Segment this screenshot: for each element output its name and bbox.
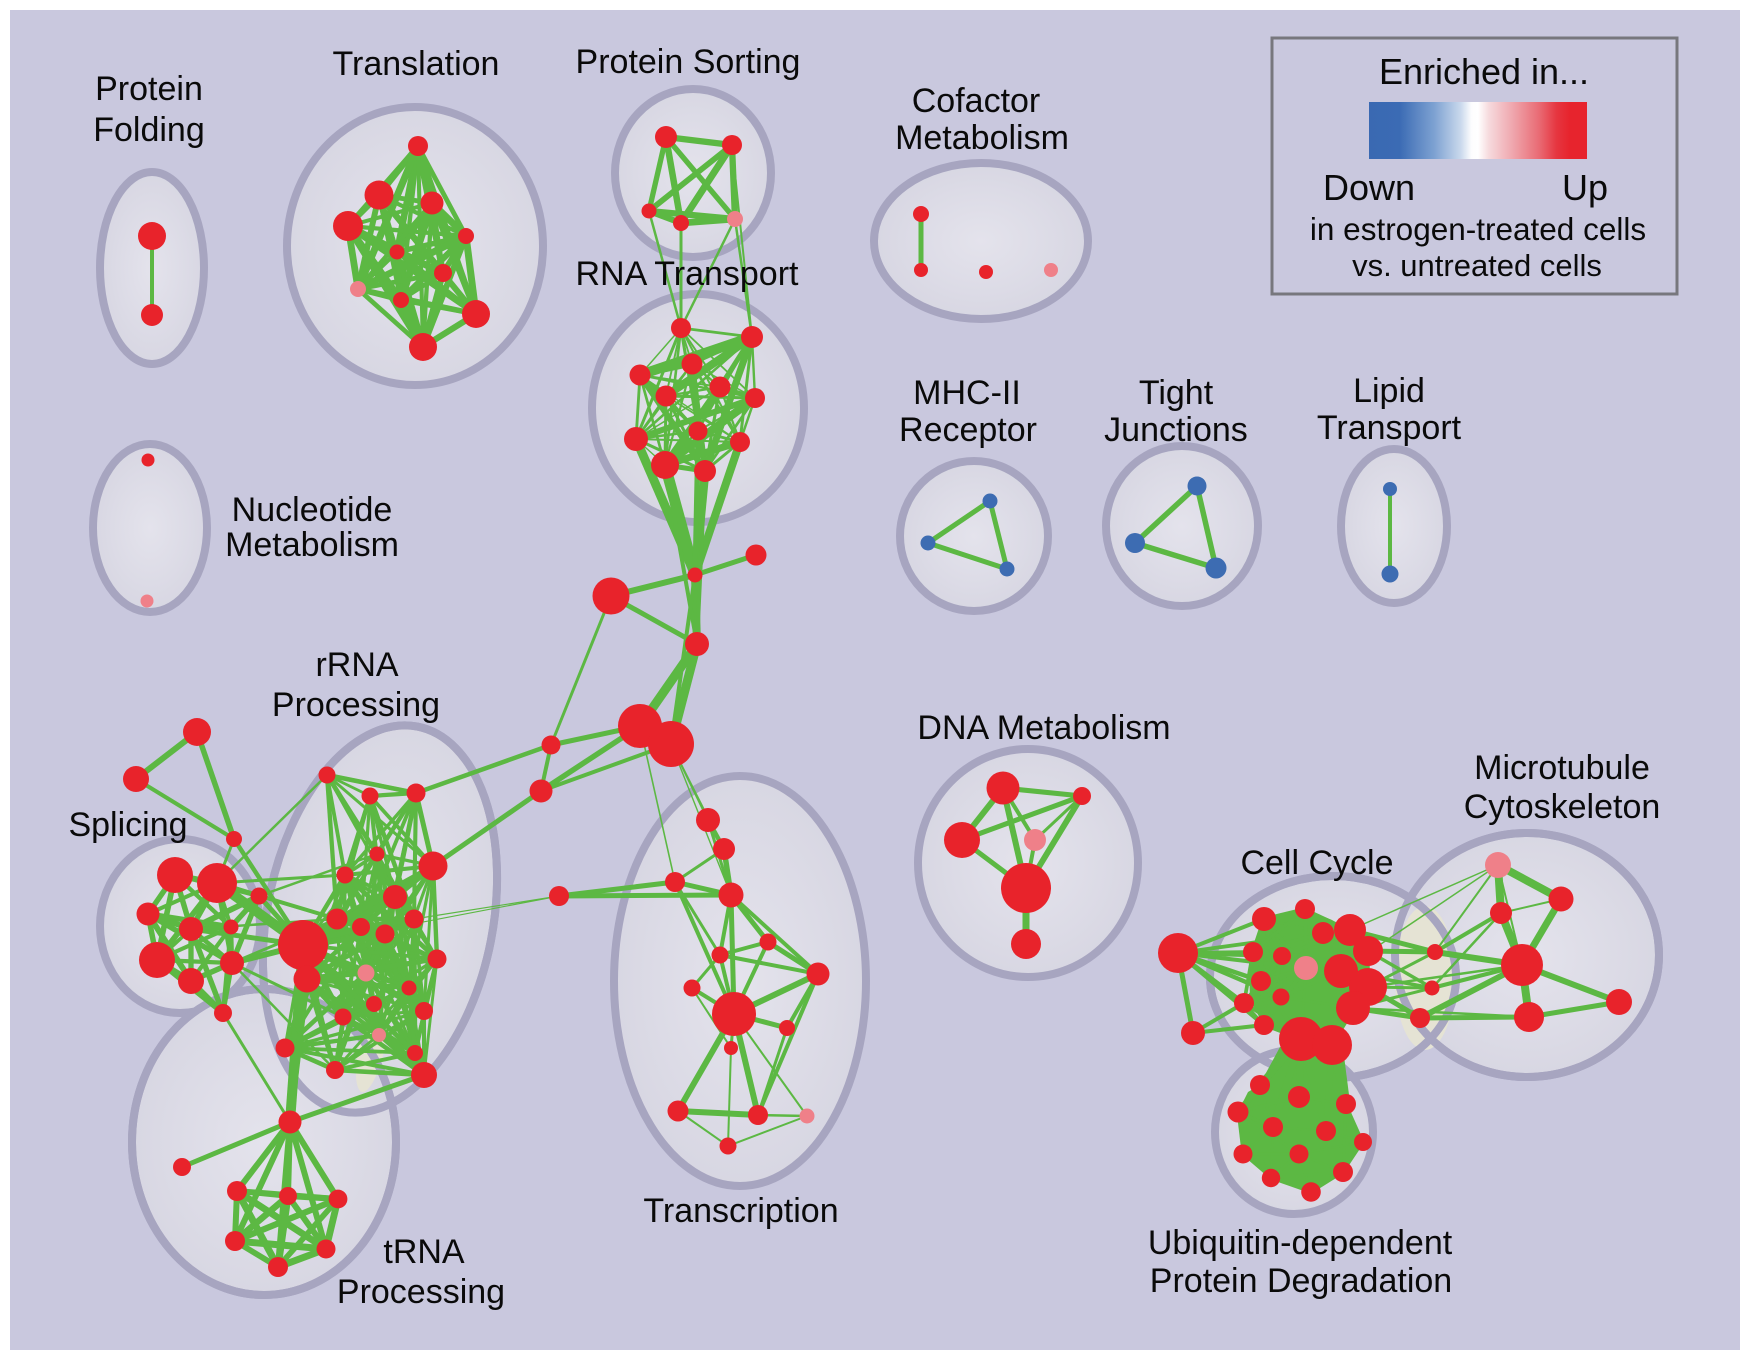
svg-text:in estrogen-treated cells: in estrogen-treated cells bbox=[1310, 211, 1646, 247]
svg-text:Junctions: Junctions bbox=[1104, 411, 1248, 449]
svg-text:Processing: Processing bbox=[272, 686, 440, 724]
svg-text:RNA Transport: RNA Transport bbox=[576, 255, 800, 293]
svg-text:Cell Cycle: Cell Cycle bbox=[1240, 844, 1393, 882]
svg-text:Transport: Transport bbox=[1317, 409, 1462, 447]
svg-text:tRNA: tRNA bbox=[383, 1233, 465, 1271]
svg-text:Folding: Folding bbox=[93, 111, 205, 149]
svg-text:Up: Up bbox=[1562, 167, 1608, 208]
svg-text:Cytoskeleton: Cytoskeleton bbox=[1464, 788, 1661, 826]
svg-text:Translation: Translation bbox=[333, 45, 500, 83]
svg-text:vs. untreated cells: vs. untreated cells bbox=[1352, 248, 1602, 283]
svg-text:Metabolism: Metabolism bbox=[895, 119, 1069, 157]
svg-text:Protein Degradation: Protein Degradation bbox=[1150, 1262, 1452, 1300]
svg-text:DNA Metabolism: DNA Metabolism bbox=[917, 709, 1170, 747]
svg-text:Processing: Processing bbox=[337, 1273, 505, 1311]
svg-text:Protein Sorting: Protein Sorting bbox=[576, 43, 801, 81]
svg-text:Down: Down bbox=[1323, 167, 1415, 208]
svg-text:Tight: Tight bbox=[1139, 374, 1214, 412]
svg-text:Splicing: Splicing bbox=[68, 806, 187, 844]
svg-text:Protein: Protein bbox=[95, 70, 203, 108]
svg-text:rRNA: rRNA bbox=[315, 646, 398, 684]
svg-text:Receptor: Receptor bbox=[899, 411, 1037, 449]
svg-text:Transcription: Transcription bbox=[643, 1192, 838, 1230]
svg-text:Microtubule: Microtubule bbox=[1474, 749, 1650, 787]
svg-text:Ubiquitin-dependent: Ubiquitin-dependent bbox=[1148, 1224, 1453, 1262]
svg-text:Lipid: Lipid bbox=[1353, 372, 1425, 410]
svg-text:Nucleotide: Nucleotide bbox=[232, 491, 393, 529]
svg-text:Metabolism: Metabolism bbox=[225, 526, 399, 564]
svg-text:Cofactor: Cofactor bbox=[912, 82, 1041, 120]
svg-text:MHC-II: MHC-II bbox=[913, 374, 1021, 412]
svg-text:Enriched in...: Enriched in... bbox=[1379, 51, 1589, 92]
